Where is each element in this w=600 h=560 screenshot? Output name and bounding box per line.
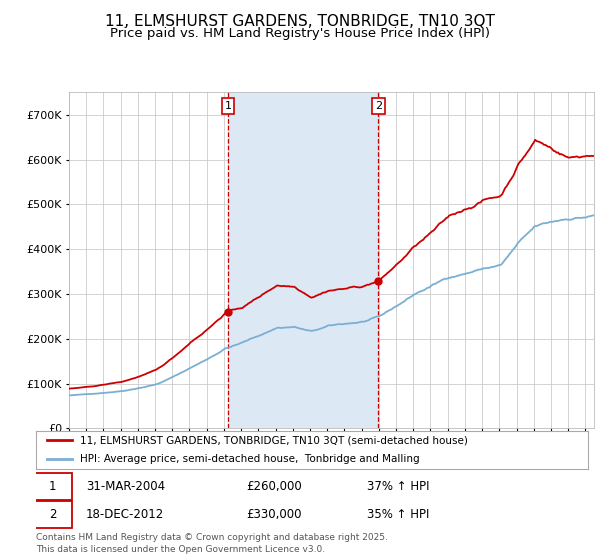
Text: 2: 2 — [49, 508, 56, 521]
Text: 35% ↑ HPI: 35% ↑ HPI — [367, 508, 430, 521]
Text: 31-MAR-2004: 31-MAR-2004 — [86, 480, 165, 493]
Text: 2: 2 — [375, 101, 382, 111]
Text: 11, ELMSHURST GARDENS, TONBRIDGE, TN10 3QT: 11, ELMSHURST GARDENS, TONBRIDGE, TN10 3… — [105, 14, 495, 29]
Text: £260,000: £260,000 — [246, 480, 302, 493]
Text: 1: 1 — [225, 101, 232, 111]
Bar — [228, 92, 379, 428]
Text: 11, ELMSHURST GARDENS, TONBRIDGE, TN10 3QT (semi-detached house): 11, ELMSHURST GARDENS, TONBRIDGE, TN10 3… — [80, 435, 468, 445]
FancyBboxPatch shape — [33, 473, 72, 501]
Text: 18-DEC-2012: 18-DEC-2012 — [86, 508, 164, 521]
Text: Contains HM Land Registry data © Crown copyright and database right 2025.
This d: Contains HM Land Registry data © Crown c… — [36, 533, 388, 554]
FancyBboxPatch shape — [33, 501, 72, 528]
Text: 1: 1 — [49, 480, 56, 493]
Text: HPI: Average price, semi-detached house,  Tonbridge and Malling: HPI: Average price, semi-detached house,… — [80, 454, 420, 464]
Text: £330,000: £330,000 — [246, 508, 301, 521]
Text: Price paid vs. HM Land Registry's House Price Index (HPI): Price paid vs. HM Land Registry's House … — [110, 27, 490, 40]
Text: 37% ↑ HPI: 37% ↑ HPI — [367, 480, 430, 493]
